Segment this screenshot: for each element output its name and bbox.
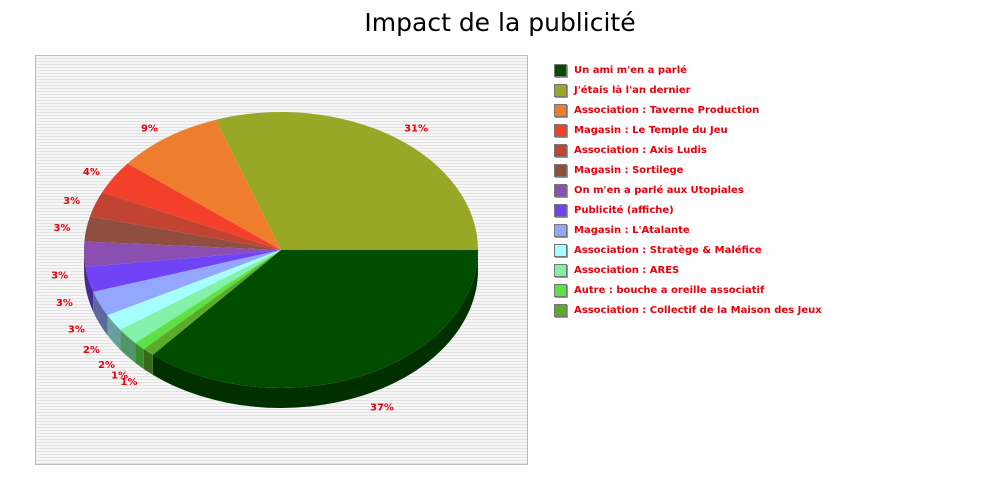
legend-label: Magasin : Le Temple du Jeu bbox=[574, 124, 728, 136]
slice-percent-label: 3% bbox=[54, 223, 71, 234]
pie-side-wall bbox=[93, 291, 108, 336]
legend-label: Association : Taverne Production bbox=[574, 104, 760, 116]
slice-percent-label: 9% bbox=[141, 124, 158, 135]
pie-slice bbox=[143, 250, 281, 355]
legend-label: Association : Axis Ludis bbox=[574, 144, 707, 156]
legend-swatch bbox=[554, 263, 567, 277]
legend-swatch bbox=[554, 63, 567, 77]
pie-side-wall bbox=[84, 250, 86, 287]
slice-percent-label: 1% bbox=[121, 377, 138, 388]
legend-item: On m'en a parlé aux Utopiales bbox=[554, 180, 822, 200]
pie-side-wall bbox=[143, 349, 153, 375]
legend-item: Association : Taverne Production bbox=[554, 100, 822, 120]
slice-percent-label: 3% bbox=[51, 271, 68, 282]
legend-swatch bbox=[554, 183, 567, 197]
pie-slice bbox=[84, 216, 281, 250]
pie-side-wall bbox=[135, 342, 144, 370]
legend-item: Publicité (affiche) bbox=[554, 200, 822, 220]
legend-item: Un ami m'en a parlé bbox=[554, 60, 822, 80]
legend-label: Magasin : L'Atalante bbox=[574, 224, 690, 236]
pie-slice bbox=[89, 192, 281, 250]
chart-title: Impact de la publicité bbox=[364, 8, 636, 37]
legend-swatch bbox=[554, 243, 567, 257]
legend-label: Magasin : Sortilege bbox=[574, 164, 684, 176]
pie-slice bbox=[135, 250, 281, 350]
slice-percent-label: 3% bbox=[56, 298, 73, 309]
pie-slice bbox=[107, 250, 281, 330]
legend-label: Publicité (affiche) bbox=[574, 204, 674, 216]
legend-item: Magasin : Sortilege bbox=[554, 160, 822, 180]
pie-side-wall bbox=[85, 266, 94, 312]
slice-percent-label: 1% bbox=[111, 370, 128, 381]
legend-item: Magasin : L'Atalante bbox=[554, 220, 822, 240]
pie-side-wall bbox=[107, 315, 121, 350]
legend-item: Association : Axis Ludis bbox=[554, 140, 822, 160]
slice-percent-label: 4% bbox=[83, 167, 100, 178]
slice-percent-label: 3% bbox=[68, 324, 85, 335]
pie-side-walls bbox=[84, 250, 479, 408]
legend-label: Un ami m'en a parlé bbox=[574, 64, 687, 76]
legend-label: J'étais là l'an dernier bbox=[574, 84, 691, 96]
slice-percent-label: 3% bbox=[63, 196, 80, 207]
legend: Un ami m'en a parlé J'étais là l'an derni… bbox=[554, 60, 822, 320]
legend-label: Association : ARES bbox=[574, 264, 680, 276]
legend-label: Association : Stratège & Maléfice bbox=[574, 244, 762, 256]
legend-swatch bbox=[554, 123, 567, 137]
pie-slice bbox=[102, 163, 281, 250]
legend-swatch bbox=[554, 143, 567, 157]
legend-swatch bbox=[554, 163, 567, 177]
legend-label: Autre : bouche a oreille associatif bbox=[574, 284, 765, 296]
legend-item: Autre : bouche a oreille associatif bbox=[554, 280, 822, 300]
pie-side-wall bbox=[120, 329, 136, 363]
pie-slice bbox=[127, 119, 282, 250]
legend-item: Association : Collectif de la Maison des… bbox=[554, 300, 822, 320]
legend-item: Magasin : Le Temple du Jeu bbox=[554, 120, 822, 140]
legend-swatch bbox=[554, 283, 567, 297]
pie-slice bbox=[85, 250, 281, 292]
pie-slice bbox=[215, 112, 478, 250]
legend-label: Association : Collectif de la Maison des… bbox=[574, 304, 822, 316]
legend-swatch bbox=[554, 223, 567, 237]
pie-slice bbox=[83, 241, 281, 267]
legend-item: Association : ARES bbox=[554, 260, 822, 280]
slice-percent-label: 2% bbox=[83, 345, 100, 356]
legend-item: Association : Stratège & Maléfice bbox=[554, 240, 822, 260]
legend-swatch bbox=[554, 83, 567, 97]
slice-percent-label: 2% bbox=[98, 360, 115, 371]
legend-label: On m'en a parlé aux Utopiales bbox=[574, 184, 744, 196]
legend-swatch bbox=[554, 103, 567, 117]
pie-slice bbox=[152, 250, 479, 388]
legend-swatch bbox=[554, 303, 567, 317]
slice-percent-label: 37% bbox=[370, 402, 394, 413]
pie-side-wall bbox=[152, 250, 479, 408]
legend-item: J'étais là l'an dernier bbox=[554, 80, 822, 100]
pie-slice bbox=[93, 250, 282, 316]
slice-percent-label: 31% bbox=[404, 124, 428, 135]
pie-slice bbox=[120, 250, 282, 343]
legend-swatch bbox=[554, 203, 567, 217]
